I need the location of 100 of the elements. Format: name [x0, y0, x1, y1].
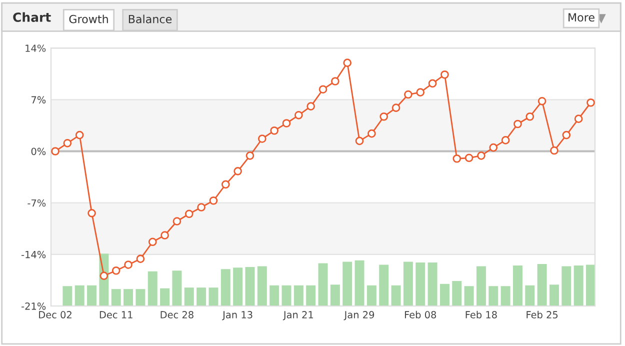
x-tick-label: Feb 25 [526, 310, 558, 318]
x-tick-label: Jan 29 [344, 311, 374, 320]
y-tick-label: -21% [22, 302, 46, 310]
point [294, 110, 303, 120]
bar [87, 285, 97, 306]
point [306, 102, 315, 110]
bar [160, 288, 170, 306]
bar [172, 270, 182, 306]
point [209, 196, 218, 205]
point [355, 136, 364, 146]
bar [403, 262, 413, 306]
bar [379, 264, 389, 306]
point [404, 90, 412, 99]
bar [574, 265, 584, 306]
point [464, 154, 474, 162]
point [562, 130, 571, 140]
bar [549, 284, 559, 306]
bar [537, 264, 547, 306]
bar [391, 285, 401, 306]
text: More [568, 13, 594, 22]
point [514, 120, 522, 128]
bar [330, 284, 340, 306]
point [392, 104, 400, 112]
x-tick-label: Jan 21 [282, 311, 313, 320]
point [148, 238, 157, 246]
bar [270, 285, 280, 306]
bar [428, 262, 438, 306]
bar [257, 266, 267, 306]
y-tick-label: 7% [32, 96, 46, 104]
point [160, 231, 169, 240]
point [489, 143, 498, 152]
point [124, 260, 132, 269]
point [184, 210, 194, 218]
bar [562, 266, 572, 306]
point [234, 166, 242, 176]
point [197, 203, 206, 212]
y-tick-label: -7% [28, 199, 46, 207]
x-tick-label: Dec 28 [160, 311, 194, 318]
bar [136, 289, 146, 306]
point [550, 146, 558, 155]
point [440, 70, 449, 79]
bar [354, 260, 364, 306]
bar [464, 286, 474, 306]
point [282, 119, 291, 128]
bar [233, 268, 243, 306]
y-tick-label: -14% [22, 250, 46, 258]
bar [452, 280, 462, 306]
point [452, 154, 462, 163]
x-tick-label: Jan 13 [222, 311, 252, 320]
point [112, 266, 120, 275]
bar [318, 263, 328, 306]
bar [282, 285, 292, 306]
bar [512, 265, 522, 306]
point [586, 98, 595, 107]
bar [366, 285, 376, 306]
bar [184, 288, 194, 306]
bar [476, 266, 486, 306]
x-tick-label: Feb 08 [404, 310, 436, 318]
point [574, 114, 583, 123]
point [63, 138, 72, 148]
point [258, 134, 266, 143]
point [526, 112, 534, 121]
point [343, 58, 352, 67]
bar [62, 286, 72, 306]
y-tick-label: 0% [31, 148, 46, 156]
bar [111, 289, 121, 306]
bar [208, 288, 218, 306]
bar [586, 264, 595, 306]
point [501, 136, 510, 144]
chart-title: Chart [13, 12, 51, 22]
bar [245, 266, 255, 306]
bar [488, 286, 498, 306]
bar [500, 286, 510, 306]
text: Growth [69, 14, 108, 24]
x-tick-label: Dec 02 [39, 311, 72, 318]
y-tick-label: 14% [26, 44, 46, 52]
bar [525, 285, 535, 306]
point [221, 180, 230, 189]
bar [196, 288, 206, 306]
bar [74, 285, 84, 306]
x-tick-label: Dec 11 [100, 311, 132, 318]
bar [148, 271, 158, 306]
point [172, 217, 182, 226]
bar [124, 289, 134, 306]
point [88, 208, 96, 218]
bar [306, 285, 316, 306]
bar [220, 269, 230, 306]
point [246, 152, 254, 160]
text: Balance [128, 14, 172, 24]
point [51, 147, 60, 156]
point [270, 126, 278, 135]
bar [416, 262, 426, 306]
point [100, 272, 108, 280]
bar [440, 284, 450, 306]
point [538, 96, 546, 106]
point [318, 85, 328, 94]
bar [342, 262, 352, 306]
point [380, 112, 388, 121]
point [136, 254, 145, 264]
point [477, 152, 486, 160]
